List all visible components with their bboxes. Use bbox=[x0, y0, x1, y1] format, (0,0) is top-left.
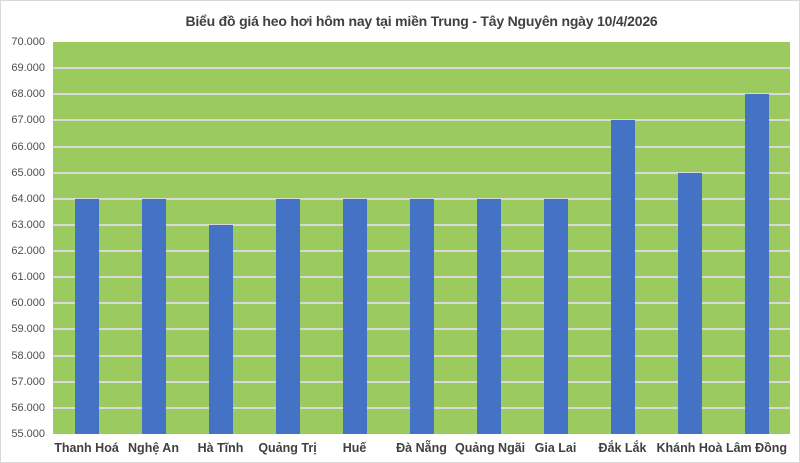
bar-huế bbox=[342, 198, 367, 434]
bar-lâm-đồng bbox=[744, 94, 769, 434]
gridline bbox=[53, 171, 790, 174]
y-tick-label: 56.000 bbox=[11, 401, 45, 414]
x-axis-label: Lâm Đồng bbox=[725, 441, 788, 455]
x-axis-label: Gia Lai bbox=[534, 441, 577, 455]
gridline bbox=[53, 119, 790, 122]
gridline bbox=[53, 197, 790, 200]
y-tick-label: 57.000 bbox=[11, 375, 45, 388]
gridline bbox=[53, 145, 790, 148]
chart-title: Biểu đồ giá heo hơi hôm nay tại miền Tru… bbox=[185, 13, 658, 29]
x-axis-label: Quảng Ngãi bbox=[455, 441, 526, 455]
y-tick-label: 63.000 bbox=[11, 218, 45, 231]
y-tick-label: 60.000 bbox=[11, 297, 45, 310]
y-tick-label: 59.000 bbox=[11, 323, 45, 336]
bar-khánh-hoà bbox=[677, 172, 702, 434]
y-tick-label: 62.000 bbox=[11, 245, 45, 258]
x-axis-label: Huế bbox=[342, 441, 367, 455]
y-tick-label: 66.000 bbox=[11, 140, 45, 153]
bar-thanh-hoá bbox=[74, 198, 99, 434]
x-axis-label: Hà Tĩnh bbox=[197, 441, 244, 455]
bar-hà-tĩnh bbox=[208, 224, 233, 434]
y-tick-label: 67.000 bbox=[11, 114, 45, 127]
y-tick-label: 64.000 bbox=[11, 192, 45, 205]
x-axis-label: Đắk Lắk bbox=[598, 441, 647, 455]
x-axis-label: Đà Nẵng bbox=[396, 441, 447, 455]
bar-quảng-ngãi bbox=[476, 198, 501, 434]
x-axis-label: Thanh Hoá bbox=[54, 441, 119, 455]
gridline bbox=[53, 67, 790, 70]
gridline bbox=[53, 93, 790, 96]
x-axis-label: Quảng Trị bbox=[258, 441, 317, 455]
x-axis-label: Khánh Hoà bbox=[656, 441, 723, 455]
x-axis-label: Nghệ An bbox=[128, 441, 179, 455]
y-tick-label: 69.000 bbox=[11, 62, 45, 75]
bar-gia-lai bbox=[543, 198, 568, 434]
y-tick-label: 70.000 bbox=[11, 36, 45, 48]
y-tick-label: 65.000 bbox=[11, 166, 45, 179]
plot-area bbox=[53, 42, 790, 434]
y-tick-label: 61.000 bbox=[11, 271, 45, 284]
y-tick-label: 55.000 bbox=[11, 428, 45, 440]
y-tick-label: 68.000 bbox=[11, 88, 45, 101]
y-tick-label: 58.000 bbox=[11, 349, 45, 362]
bar-quảng-trị bbox=[275, 198, 300, 434]
bar-đà-nẵng bbox=[409, 198, 434, 434]
bar-đắk-lắk bbox=[610, 120, 635, 434]
bar-nghệ-an bbox=[141, 198, 166, 434]
